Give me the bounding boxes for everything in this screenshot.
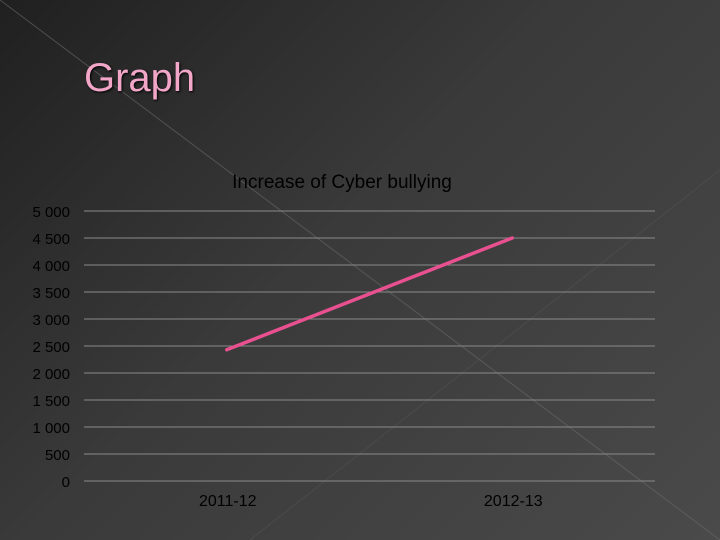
data-point <box>510 236 514 240</box>
y-tick-label: 500 <box>45 447 70 464</box>
x-tick-label: 2012-13 <box>484 493 543 510</box>
series-line <box>225 236 514 352</box>
y-tick-label: 1 500 <box>32 393 70 410</box>
y-tick-label: 5 000 <box>32 204 70 221</box>
y-tick-label: 2 000 <box>32 366 70 383</box>
y-tick-label: 3 500 <box>32 285 70 302</box>
y-tick-label: 4 000 <box>32 258 70 275</box>
slide-title: Graph <box>84 56 196 100</box>
chart-title: Increase of Cyber bullying <box>232 172 452 193</box>
y-tick-label: 4 500 <box>32 231 70 248</box>
data-point <box>225 348 229 352</box>
y-tick-label: 3 000 <box>32 312 70 329</box>
y-tick-label: 1 000 <box>32 420 70 437</box>
y-tick-label: 2 500 <box>32 339 70 356</box>
y-tick-label: 0 <box>62 474 70 491</box>
x-tick-label: 2011-12 <box>199 493 257 510</box>
